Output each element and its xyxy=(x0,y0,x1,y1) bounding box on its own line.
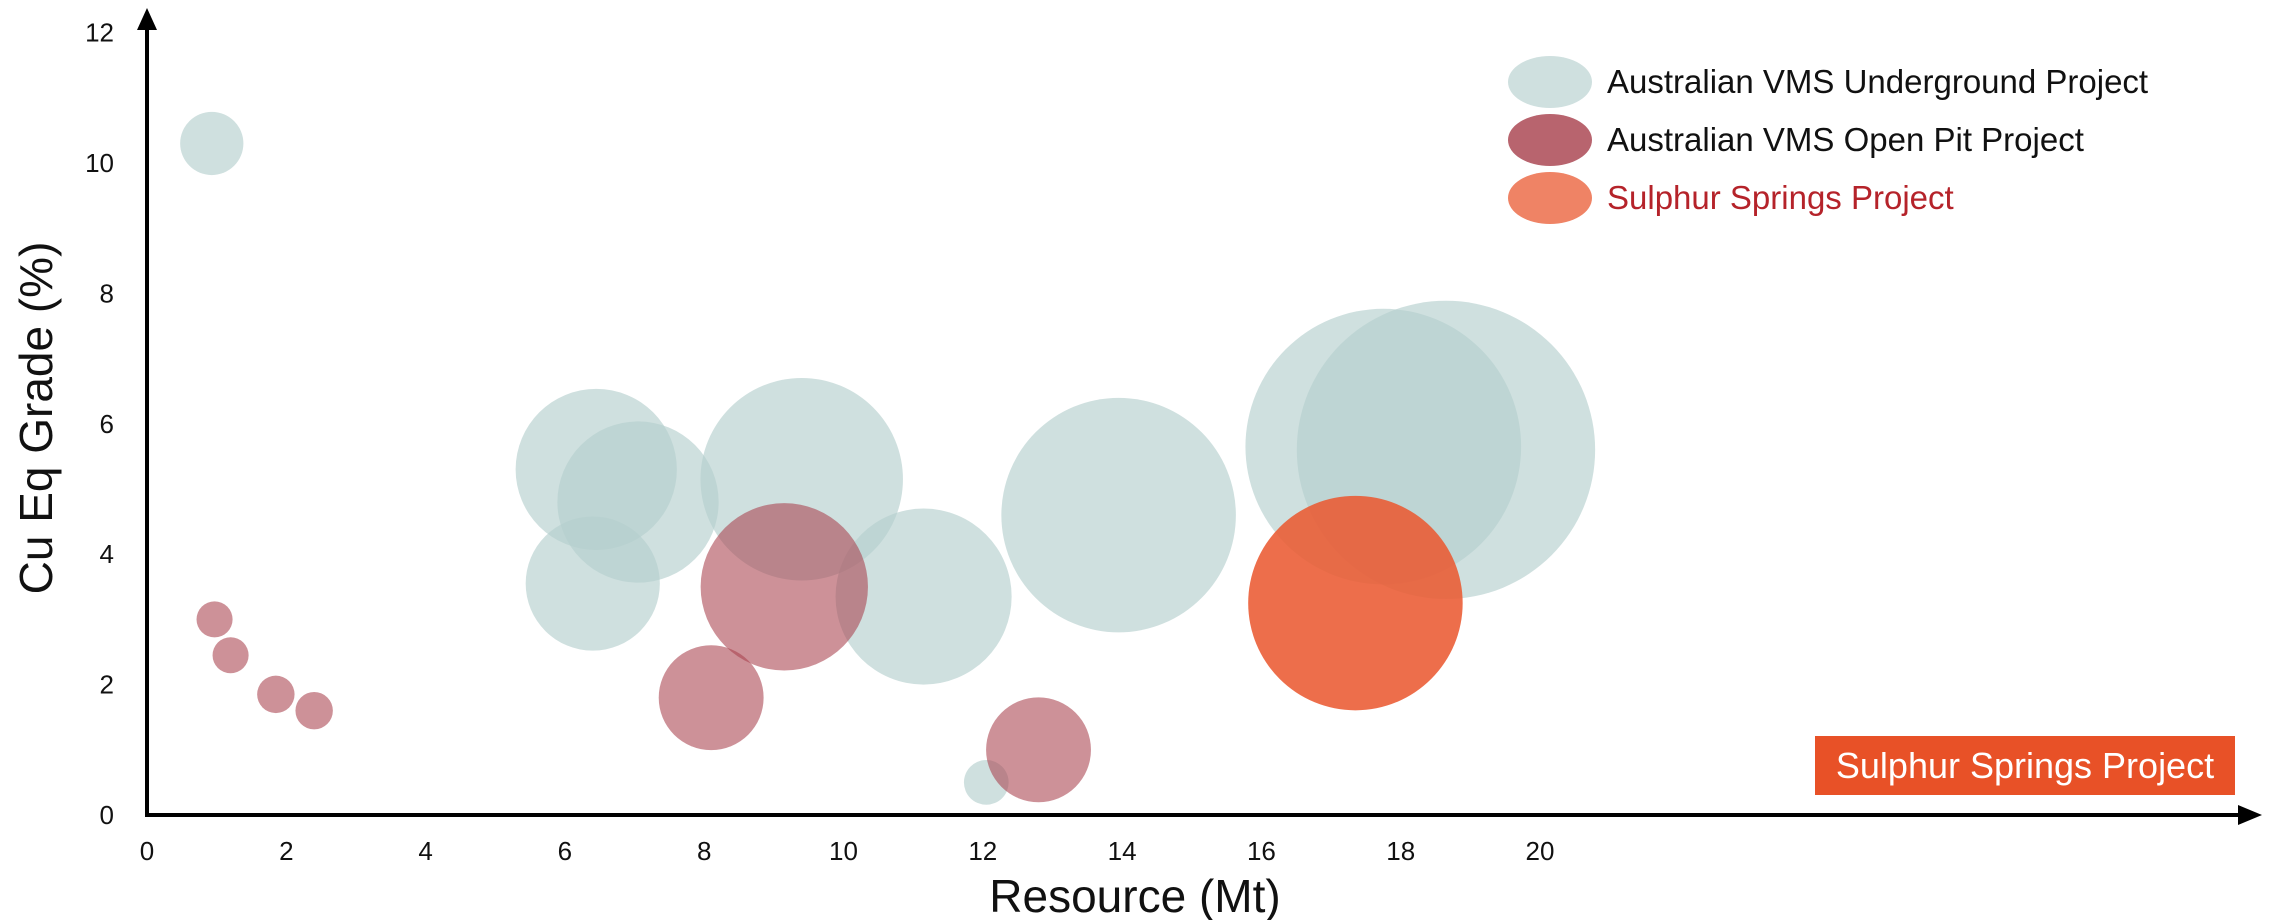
callout-background xyxy=(1815,736,2235,795)
bubble-open-pit-1 xyxy=(196,601,233,638)
legend-swatch-open-pit xyxy=(1508,114,1592,166)
legend-label-open-pit: Australian VMS Open Pit Project xyxy=(1607,121,2084,158)
x-tick-label: 6 xyxy=(558,836,572,866)
callout-label: Sulphur Springs Project xyxy=(1836,745,2214,786)
bubble-underground-4 xyxy=(525,516,660,651)
y-axis-arrow xyxy=(137,8,157,30)
y-tick-label: 6 xyxy=(100,409,114,439)
bubble-underground-1 xyxy=(180,111,244,176)
x-axis-title: Resource (Mt) xyxy=(989,870,1280,920)
x-tick-label: 10 xyxy=(829,836,858,866)
x-tick-label: 8 xyxy=(697,836,711,866)
x-tick-label: 4 xyxy=(418,836,432,866)
bubble-open-pit-6 xyxy=(700,503,868,671)
legend-label-sulphur: Sulphur Springs Project xyxy=(1607,179,1954,216)
y-tick-label: 12 xyxy=(85,18,114,48)
x-tick-labels: 0 2 4 6 8 10 12 14 16 18 20 xyxy=(140,836,1555,866)
x-tick-label: 0 xyxy=(140,836,154,866)
bubble-open-pit-3 xyxy=(257,675,295,714)
x-tick-label: 2 xyxy=(279,836,293,866)
bubble-layer xyxy=(180,111,1596,805)
legend-label-underground: Australian VMS Underground Project xyxy=(1607,63,2148,100)
y-tick-label: 0 xyxy=(100,800,114,830)
y-axis-title: Cu Eq Grade (%) xyxy=(10,242,62,595)
bubble-open-pit-2 xyxy=(212,637,249,674)
legend-swatch-underground xyxy=(1508,56,1592,108)
bubble-open-pit-7 xyxy=(986,697,1091,803)
legend: Australian VMS Underground Project Austra… xyxy=(1508,56,2148,224)
x-tick-label: 14 xyxy=(1108,836,1137,866)
bubble-open-pit-4 xyxy=(295,691,333,730)
y-tick-label: 8 xyxy=(100,278,114,308)
y-tick-label: 10 xyxy=(85,148,114,178)
x-tick-label: 16 xyxy=(1247,836,1276,866)
bubble-sulphur-1 xyxy=(1248,495,1463,711)
axes xyxy=(137,8,2262,825)
sulphur-springs-callout: Sulphur Springs Project xyxy=(1815,736,2235,795)
x-axis-arrow xyxy=(2238,805,2262,825)
x-tick-label: 20 xyxy=(1526,836,1555,866)
y-tick-label: 4 xyxy=(100,539,114,569)
x-tick-label: 18 xyxy=(1386,836,1415,866)
y-tick-labels: 0 2 4 6 8 10 12 xyxy=(85,18,114,830)
y-tick-label: 2 xyxy=(100,670,114,700)
bubble-underground-6 xyxy=(835,508,1012,685)
bubble-underground-8 xyxy=(1001,397,1236,633)
bubble-open-pit-5 xyxy=(658,645,764,751)
x-tick-label: 12 xyxy=(968,836,997,866)
legend-swatch-sulphur xyxy=(1508,172,1592,224)
